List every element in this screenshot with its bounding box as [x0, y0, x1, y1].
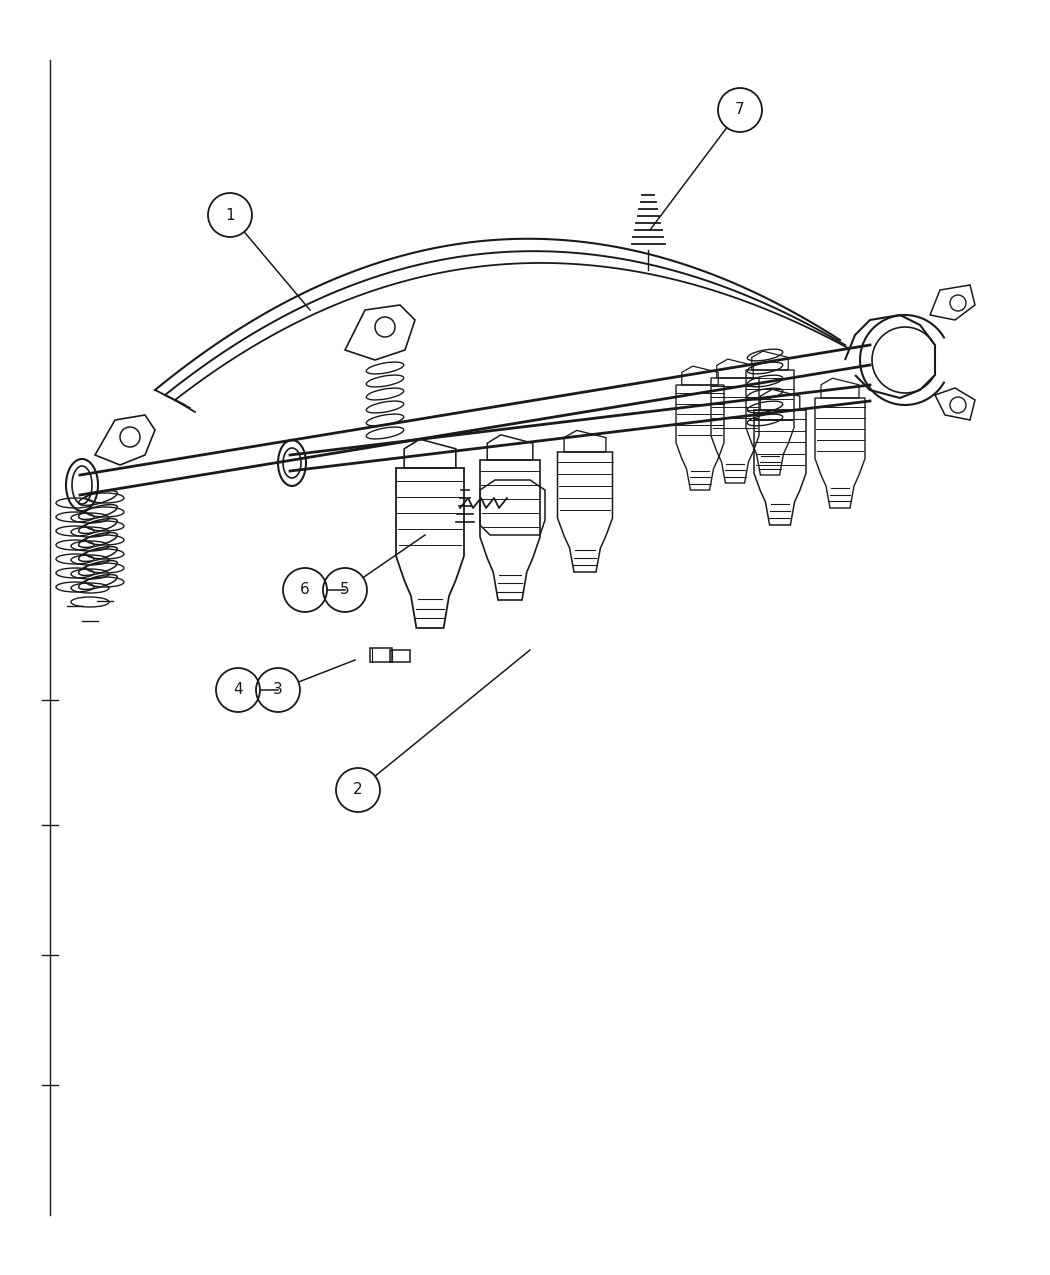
Text: 2: 2 — [353, 783, 363, 797]
Text: 6: 6 — [300, 583, 310, 598]
Text: 5: 5 — [340, 583, 350, 598]
Text: 7: 7 — [735, 102, 744, 117]
Text: 4: 4 — [233, 682, 243, 697]
Text: 1: 1 — [225, 208, 235, 223]
Text: 3: 3 — [273, 682, 282, 697]
